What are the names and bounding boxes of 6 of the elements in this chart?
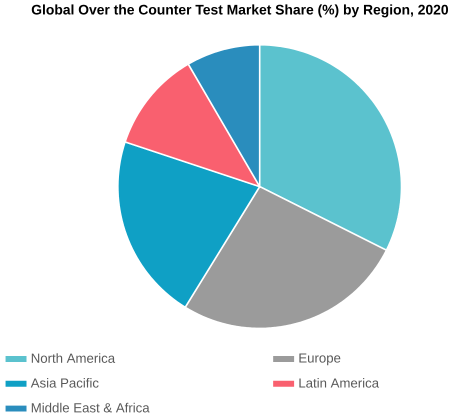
- legend-label: Asia Pacific: [30, 378, 99, 388]
- legend-label: North America: [32, 353, 116, 364]
- legend-label: Europe: [299, 354, 340, 366]
- legend-label: Latin America: [299, 378, 380, 388]
- legend-label: Middle East & Africa: [32, 402, 150, 413]
- chart-title: Global Over the Counter Test Market Share (%) by Region, 2020: [32, 4, 448, 18]
